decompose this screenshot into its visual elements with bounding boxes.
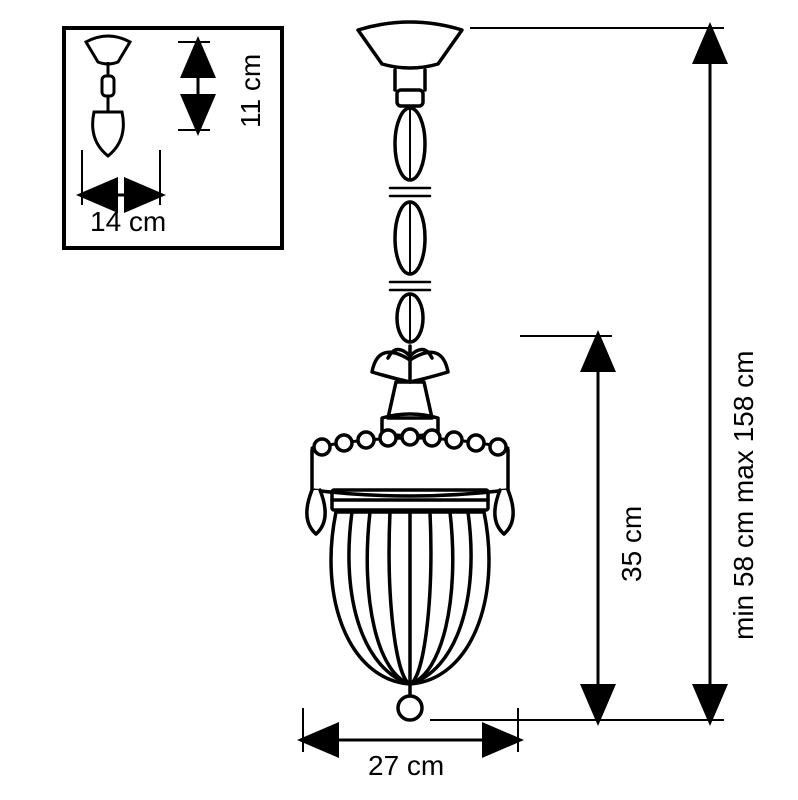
inset-width-label: 14 cm: [90, 206, 166, 238]
inset-height-label: 11 cm: [235, 54, 267, 128]
diagram-stage: 11 cm 14 cm 27 cm 35 cm min 58 cm max 15…: [0, 0, 798, 800]
diagram-svg: [0, 0, 798, 800]
pendant-fixture: [307, 22, 513, 720]
width-27-label: 27 cm: [368, 750, 444, 782]
height-minmax-label: min 58 cm max 158 cm: [728, 351, 760, 640]
height-35-label: 35 cm: [616, 506, 648, 582]
